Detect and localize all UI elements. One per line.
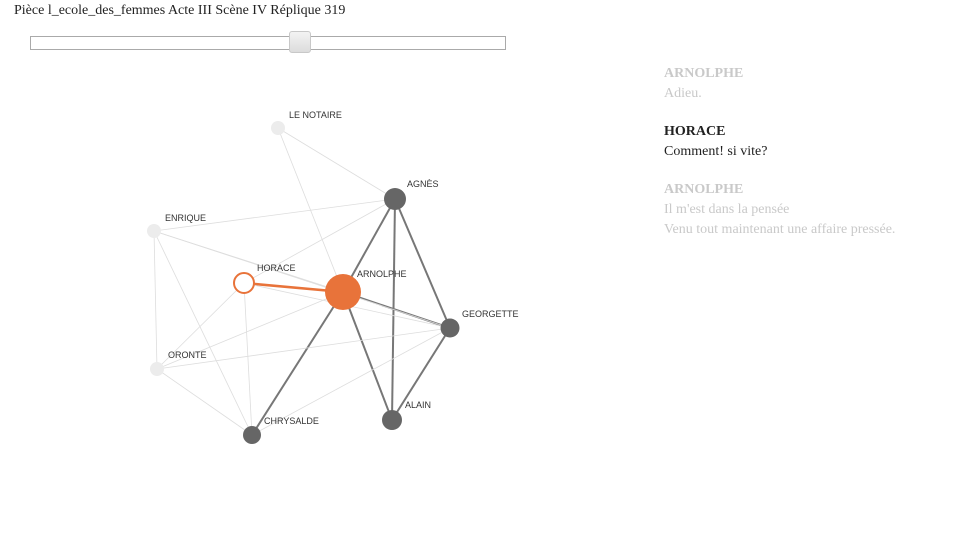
node-arnolphe[interactable] [325, 274, 361, 310]
speech-line: Venu tout maintenant une affaire pressée… [664, 222, 896, 237]
edge-enrique-agnes [153, 198, 396, 232]
edge-horace-chrysalde [243, 282, 253, 436]
replique-slider[interactable] [30, 31, 506, 53]
node-chrysalde[interactable] [243, 426, 261, 444]
speaker-name: ARNOLPHE [664, 182, 744, 197]
labels-layer: LE NOTAIRE AGNÈS ENRIQUE HORACE ARNOLPHE GEOR… [165, 110, 519, 426]
node-label-horace: HORACE [257, 263, 296, 273]
edge-georgette-alain [391, 327, 451, 421]
edge-le-notaire-arnolphe [277, 127, 344, 293]
slider-handle[interactable] [289, 31, 311, 53]
edge-oronte-horace [156, 282, 245, 370]
speech-line: Adieu. [664, 86, 702, 101]
node-label-agnes: AGNÈS [407, 179, 439, 189]
edge-arnolphe-chrysalde [251, 291, 344, 436]
node-enrique[interactable] [147, 224, 161, 238]
character-network-graph: LE NOTAIRE AGNÈS ENRIQUE HORACE ARNOLPHE GEOR… [147, 110, 519, 444]
node-agnes[interactable] [384, 188, 406, 210]
node-le-notaire[interactable] [271, 121, 285, 135]
speech-block: HORACE Comment! si vite? [664, 122, 954, 162]
node-label-oronte: ORONTE [168, 350, 207, 360]
edge-oronte-arnolphe [156, 291, 344, 370]
speech-line: Il m'est dans la pensée [664, 202, 790, 217]
page-title: Pièce l_ecole_des_femmes Acte III Scène … [14, 3, 346, 18]
node-label-alain: ALAIN [405, 400, 431, 410]
edge-chrysalde-georgette [251, 327, 451, 436]
edge-le-notaire-agnes [277, 127, 396, 200]
speaker-name: ARNOLPHE [664, 66, 744, 81]
edge-enrique-georgette [153, 230, 451, 329]
node-label-georgette: GEORGETTE [462, 309, 519, 319]
edges-layer [153, 127, 451, 436]
edge-oronte-georgette [156, 327, 451, 370]
speech-block: ARNOLPHE Il m'est dans la pensée Venu tout… [664, 180, 954, 240]
speech-block: ARNOLPHE Adieu. [664, 64, 954, 104]
node-horace[interactable] [233, 272, 255, 294]
node-oronte[interactable] [150, 362, 164, 376]
edge-enrique-chrysalde [153, 230, 253, 436]
node-label-arnolphe: ARNOLPHE [357, 269, 407, 279]
node-alain[interactable] [382, 410, 402, 430]
edge-agnes-georgette [394, 198, 451, 329]
speaker-name: HORACE [664, 124, 726, 139]
node-label-enrique: ENRIQUE [165, 213, 206, 223]
node-georgette[interactable] [440, 318, 460, 338]
edge-arnolphe-alain [342, 291, 393, 421]
dialogue-panel: ARNOLPHE Adieu. HORACE Comment! si vite? ARN… [664, 64, 954, 258]
node-label-le-notaire: LE NOTAIRE [289, 110, 342, 120]
speech-line: Comment! si vite? [664, 144, 768, 159]
edge-oronte-chrysalde [156, 368, 253, 436]
node-label-chrysalde: CHRYSALDE [264, 416, 319, 426]
edge-enrique-oronte [153, 230, 158, 370]
nodes-layer [147, 121, 460, 444]
